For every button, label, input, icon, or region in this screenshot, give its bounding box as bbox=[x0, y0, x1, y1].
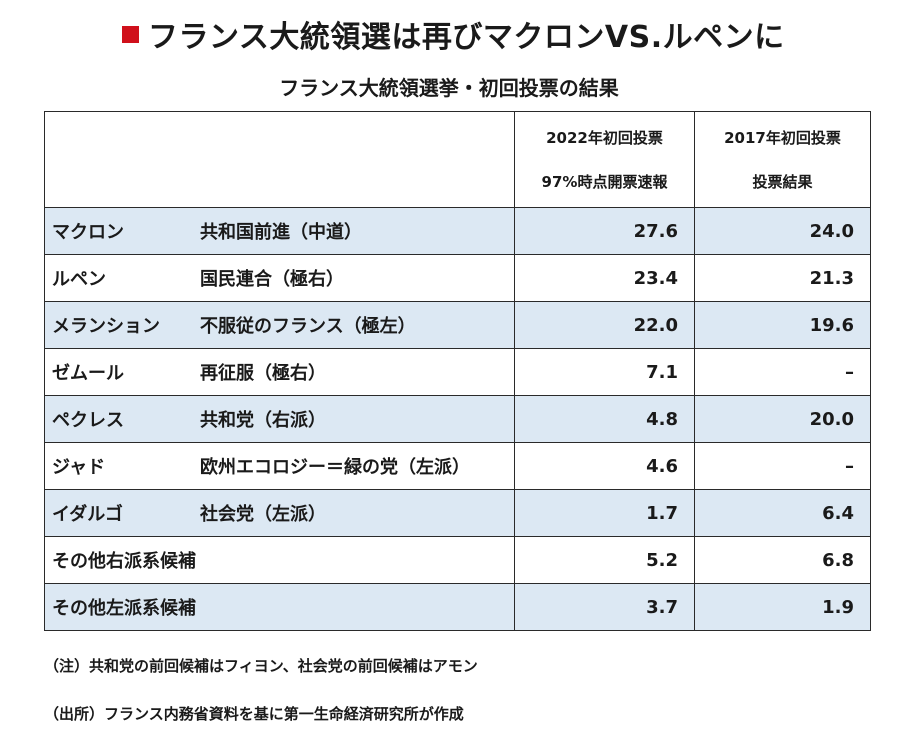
candidate-name: その他左派系候補 bbox=[52, 598, 196, 619]
table-row: ルペン 国民連合（極右） 23.4 21.3 bbox=[44, 254, 871, 302]
candidate-name: ルペン bbox=[52, 269, 106, 290]
value-2022: 22.0 bbox=[514, 301, 695, 349]
value-2017: 6.8 bbox=[694, 536, 871, 584]
header-blank-cell bbox=[44, 111, 515, 208]
header-row: 2022年初回投票 97%時点開票速報 2017年初回投票 投票結果 bbox=[44, 111, 871, 208]
value-2017: 24.0 bbox=[694, 207, 871, 255]
col-2017-header: 2017年初回投票 投票結果 bbox=[694, 111, 871, 208]
party-name: 欧州エコロジー＝緑の党（左派） bbox=[200, 457, 470, 478]
candidate-name: ゼムール bbox=[52, 363, 124, 384]
value-2017: 1.9 bbox=[694, 583, 871, 631]
value-2022: 4.6 bbox=[514, 442, 695, 490]
candidate-name: マクロン bbox=[52, 222, 124, 243]
value-2022: 4.8 bbox=[514, 395, 695, 443]
party-name: 不服従のフランス（極左） bbox=[200, 316, 416, 337]
value-2017: 6.4 bbox=[694, 489, 871, 537]
table-row: ペクレス 共和党（右派） 4.8 20.0 bbox=[44, 395, 871, 443]
table-row: ゼムール 再征服（極右） 7.1 – bbox=[44, 348, 871, 396]
value-2022: 7.1 bbox=[514, 348, 695, 396]
value-2017: – bbox=[694, 442, 871, 490]
footnote: （注）共和党の前回候補はフィヨン、社会党の前回候補はアモン bbox=[44, 657, 478, 675]
party-name: 再征服（極右） bbox=[200, 363, 326, 384]
party-name: 共和党（右派） bbox=[200, 410, 326, 431]
headline: フランス大統領選は再びマクロンVS.ルペンに bbox=[122, 14, 785, 55]
col-2022-header: 2022年初回投票 97%時点開票速報 bbox=[514, 111, 695, 208]
candidate-name: ペクレス bbox=[52, 410, 124, 431]
table-row: イダルゴ 社会党（左派） 1.7 6.4 bbox=[44, 489, 871, 537]
candidate-name: その他右派系候補 bbox=[52, 551, 196, 572]
party-name: 共和国前進（中道） bbox=[200, 222, 362, 243]
value-2022: 27.6 bbox=[514, 207, 695, 255]
table-row: メランション 不服従のフランス（極左） 22.0 19.6 bbox=[44, 301, 871, 349]
party-name: 社会党（左派） bbox=[200, 504, 326, 525]
red-square-icon bbox=[122, 25, 139, 43]
source-note: （出所）フランス内務省資料を基に第一生命経済研究所が作成 bbox=[44, 705, 464, 723]
value-2017: 20.0 bbox=[694, 395, 871, 443]
candidate-name: ジャド bbox=[52, 457, 106, 478]
table-subtitle: フランス大統領選挙・初回投票の結果 bbox=[279, 76, 619, 100]
value-2022: 3.7 bbox=[514, 583, 695, 631]
candidate-name: メランション bbox=[52, 316, 160, 337]
value-2022: 23.4 bbox=[514, 254, 695, 302]
table-row: その他右派系候補 5.2 6.8 bbox=[44, 536, 871, 584]
value-2017: – bbox=[694, 348, 871, 396]
party-name: 国民連合（極右） bbox=[200, 269, 344, 290]
value-2017: 19.6 bbox=[694, 301, 871, 349]
value-2022: 1.7 bbox=[514, 489, 695, 537]
value-2017: 21.3 bbox=[694, 254, 871, 302]
table-row: その他左派系候補 3.7 1.9 bbox=[44, 583, 871, 631]
candidate-name: イダルゴ bbox=[52, 504, 123, 525]
value-2022: 5.2 bbox=[514, 536, 695, 584]
results-table: 2022年初回投票 97%時点開票速報 2017年初回投票 投票結果 マクロン共… bbox=[44, 111, 871, 631]
table-row: マクロン 共和国前進（中道） 27.6 24.0 bbox=[44, 207, 871, 255]
table-row: ジャド 欧州エコロジー＝緑の党（左派） 4.6 – bbox=[44, 442, 871, 490]
headline-text: フランス大統領選は再びマクロンVS.ルペンに bbox=[148, 20, 785, 55]
